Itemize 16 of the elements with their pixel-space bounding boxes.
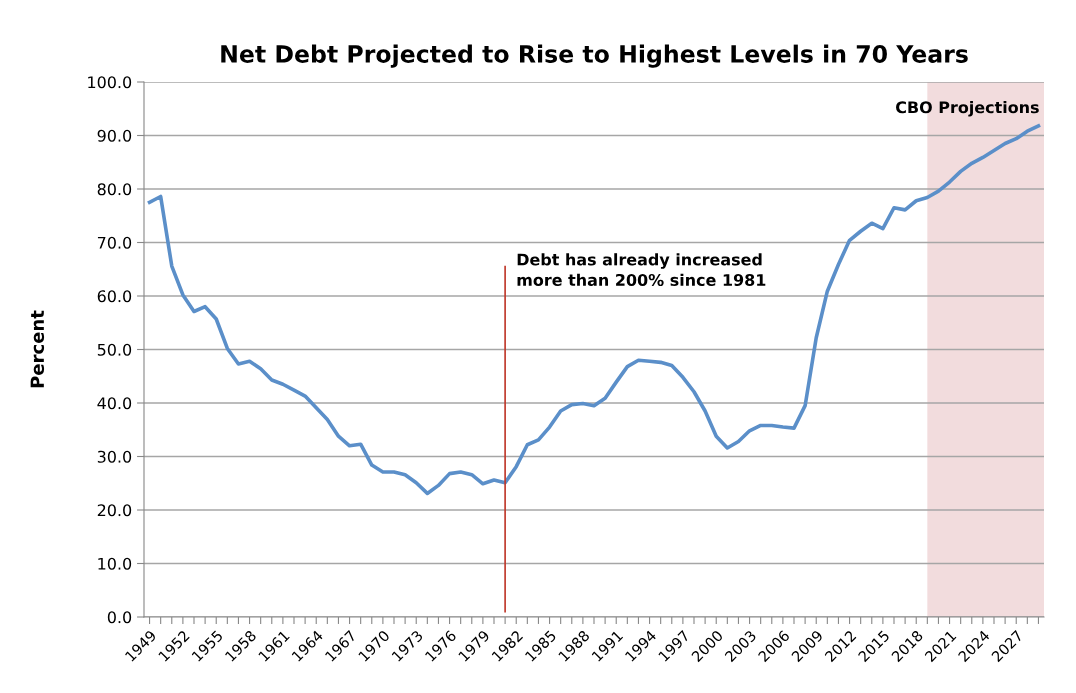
y-tick-label: 90.0 xyxy=(97,129,132,142)
chart-title: Net Debt Projected to Rise to Highest Levels in 70 Years xyxy=(221,44,968,68)
y-tick-label: 10.0 xyxy=(98,557,132,570)
y-tick-label: 30.0 xyxy=(97,450,132,463)
y-tick-label: 80.0 xyxy=(97,183,132,196)
y-tick-label: 60.0 xyxy=(97,290,132,303)
y-tick-label: 0.0 xyxy=(107,611,132,624)
y-tick-label: 70.0 xyxy=(97,236,132,249)
ref-line-label: Debt has already increased more than 200% since 1981 xyxy=(517,253,766,286)
y-tick-label: 50.0 xyxy=(97,343,132,356)
line-series xyxy=(147,124,1041,496)
y-axis-title: Percent xyxy=(30,310,45,388)
band-label: CBO Projections xyxy=(896,100,1039,117)
y-tick-label: 40.0 xyxy=(97,397,132,410)
y-tick-label: 100.0 xyxy=(88,76,132,89)
y-tick-label: 20.0 xyxy=(97,504,132,517)
